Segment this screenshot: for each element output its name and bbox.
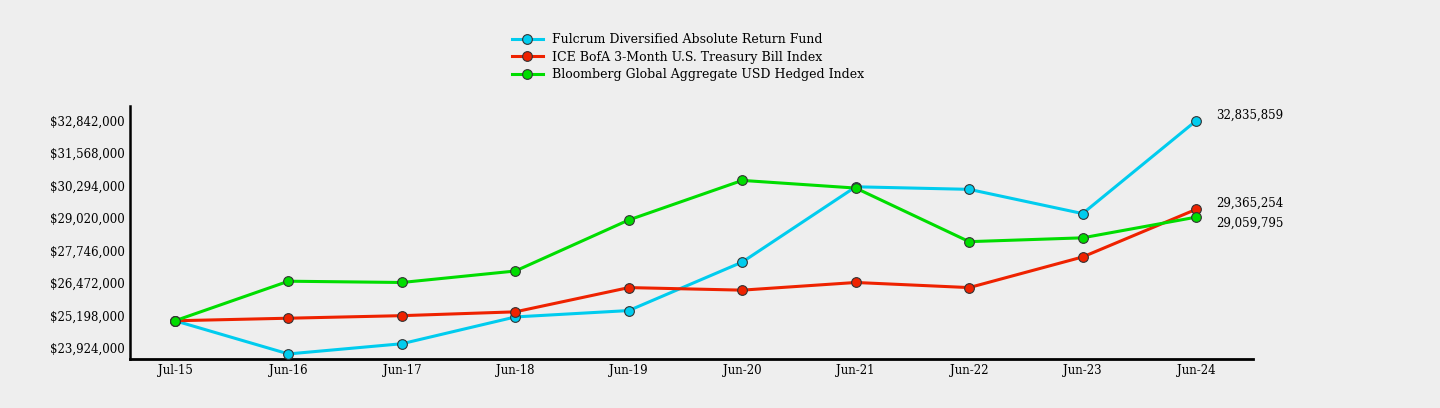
- Text: 29,059,795: 29,059,795: [1217, 217, 1284, 230]
- Legend: Fulcrum Diversified Absolute Return Fund, ICE BofA 3-Month U.S. Treasury Bill In: Fulcrum Diversified Absolute Return Fund…: [507, 29, 868, 86]
- Text: 29,365,254: 29,365,254: [1217, 197, 1283, 209]
- Text: 32,835,859: 32,835,859: [1217, 109, 1283, 122]
